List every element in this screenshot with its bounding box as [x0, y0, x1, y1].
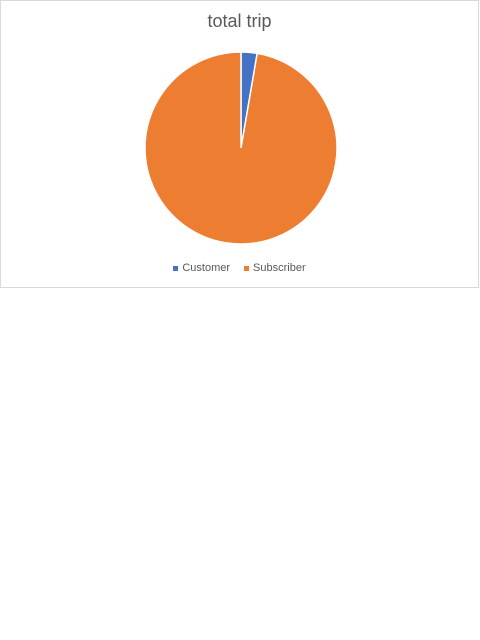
pie-slice-subscriber: [144, 51, 338, 245]
legend-swatch: [244, 265, 250, 271]
chart-title: total trip: [207, 11, 272, 31]
legend-entry-subscriber: Subscriber: [244, 262, 306, 274]
legend: Customer Subscriber: [1, 262, 478, 274]
legend-entry-customer: Customer: [173, 262, 230, 274]
pie-chart: [144, 51, 338, 245]
legend-label: Customer: [182, 262, 231, 274]
chart-area: total trip Customer Subscriber: [0, 0, 479, 288]
legend-swatch: [173, 265, 179, 271]
legend-label: Subscriber: [253, 262, 306, 274]
